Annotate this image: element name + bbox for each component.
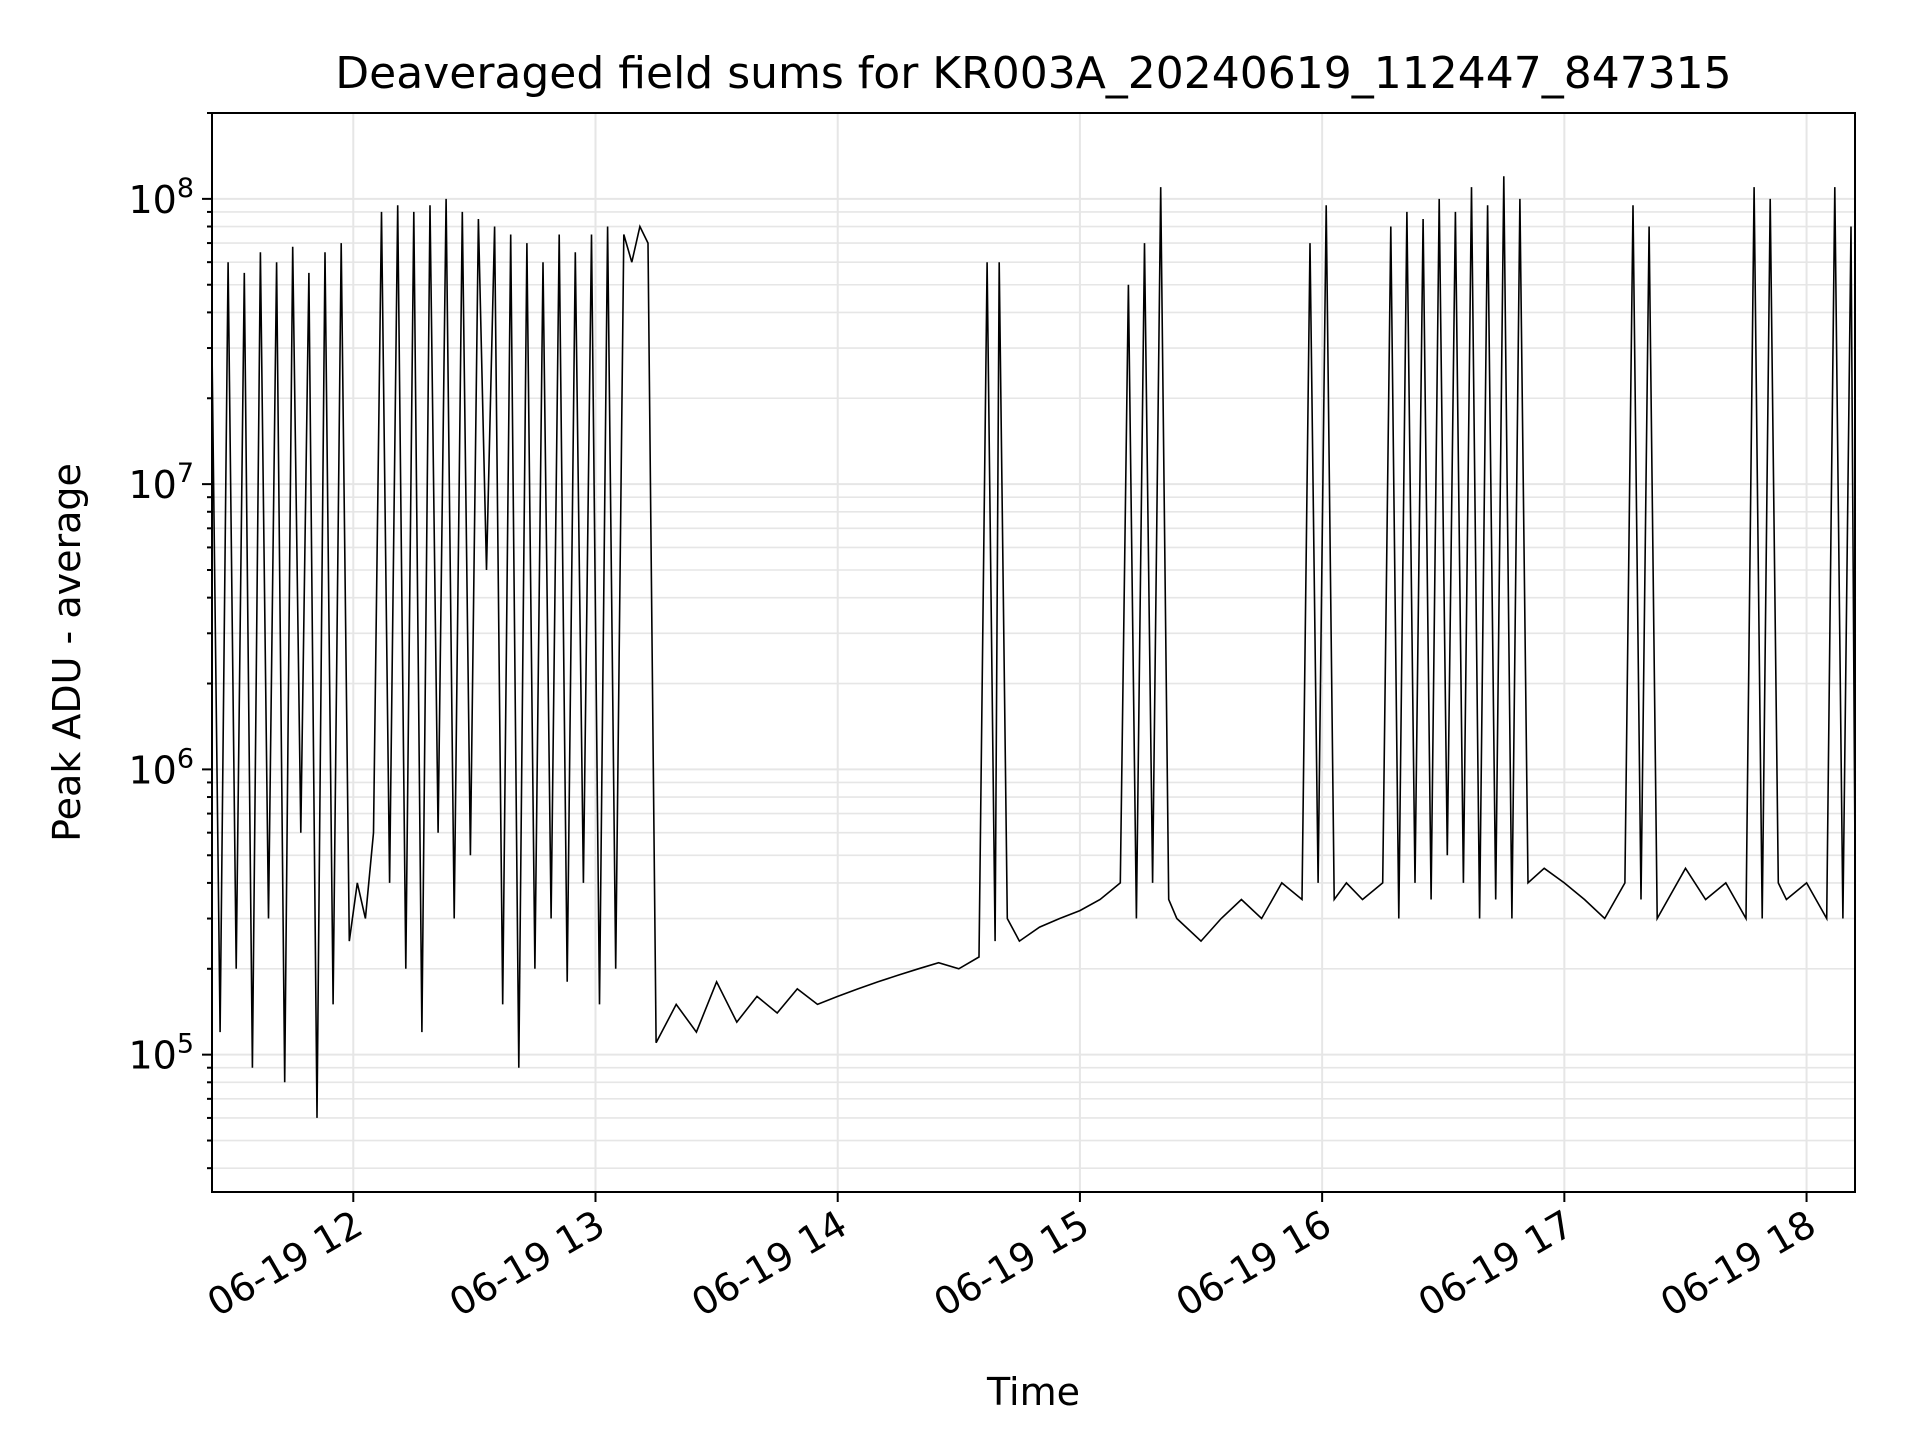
y-tick-exponent: 5 bbox=[177, 1029, 194, 1060]
plot-area bbox=[211, 176, 1856, 1118]
y-tick-base: 10 bbox=[128, 463, 176, 507]
y-tick-exponent: 8 bbox=[177, 173, 194, 204]
y-tick-base: 10 bbox=[128, 1034, 176, 1078]
chart-title: Deaveraged field sums for KR003A_2024061… bbox=[335, 48, 1731, 99]
y-tick-label: 107 bbox=[128, 458, 194, 507]
y-tick-label: 106 bbox=[128, 743, 194, 792]
y-tick-label: 105 bbox=[128, 1029, 194, 1078]
y-tick-exponent: 7 bbox=[177, 458, 194, 489]
x-axis-label: Time bbox=[986, 1370, 1080, 1414]
axes-frame bbox=[211, 112, 1856, 1193]
y-tick-base: 10 bbox=[128, 178, 176, 222]
y-tick-label: 108 bbox=[128, 173, 194, 222]
data-series-line bbox=[211, 176, 1856, 1118]
y-tick-exponent: 6 bbox=[177, 743, 194, 774]
y-axis-label: Peak ADU - average bbox=[45, 463, 89, 842]
y-tick-base: 10 bbox=[128, 748, 176, 792]
